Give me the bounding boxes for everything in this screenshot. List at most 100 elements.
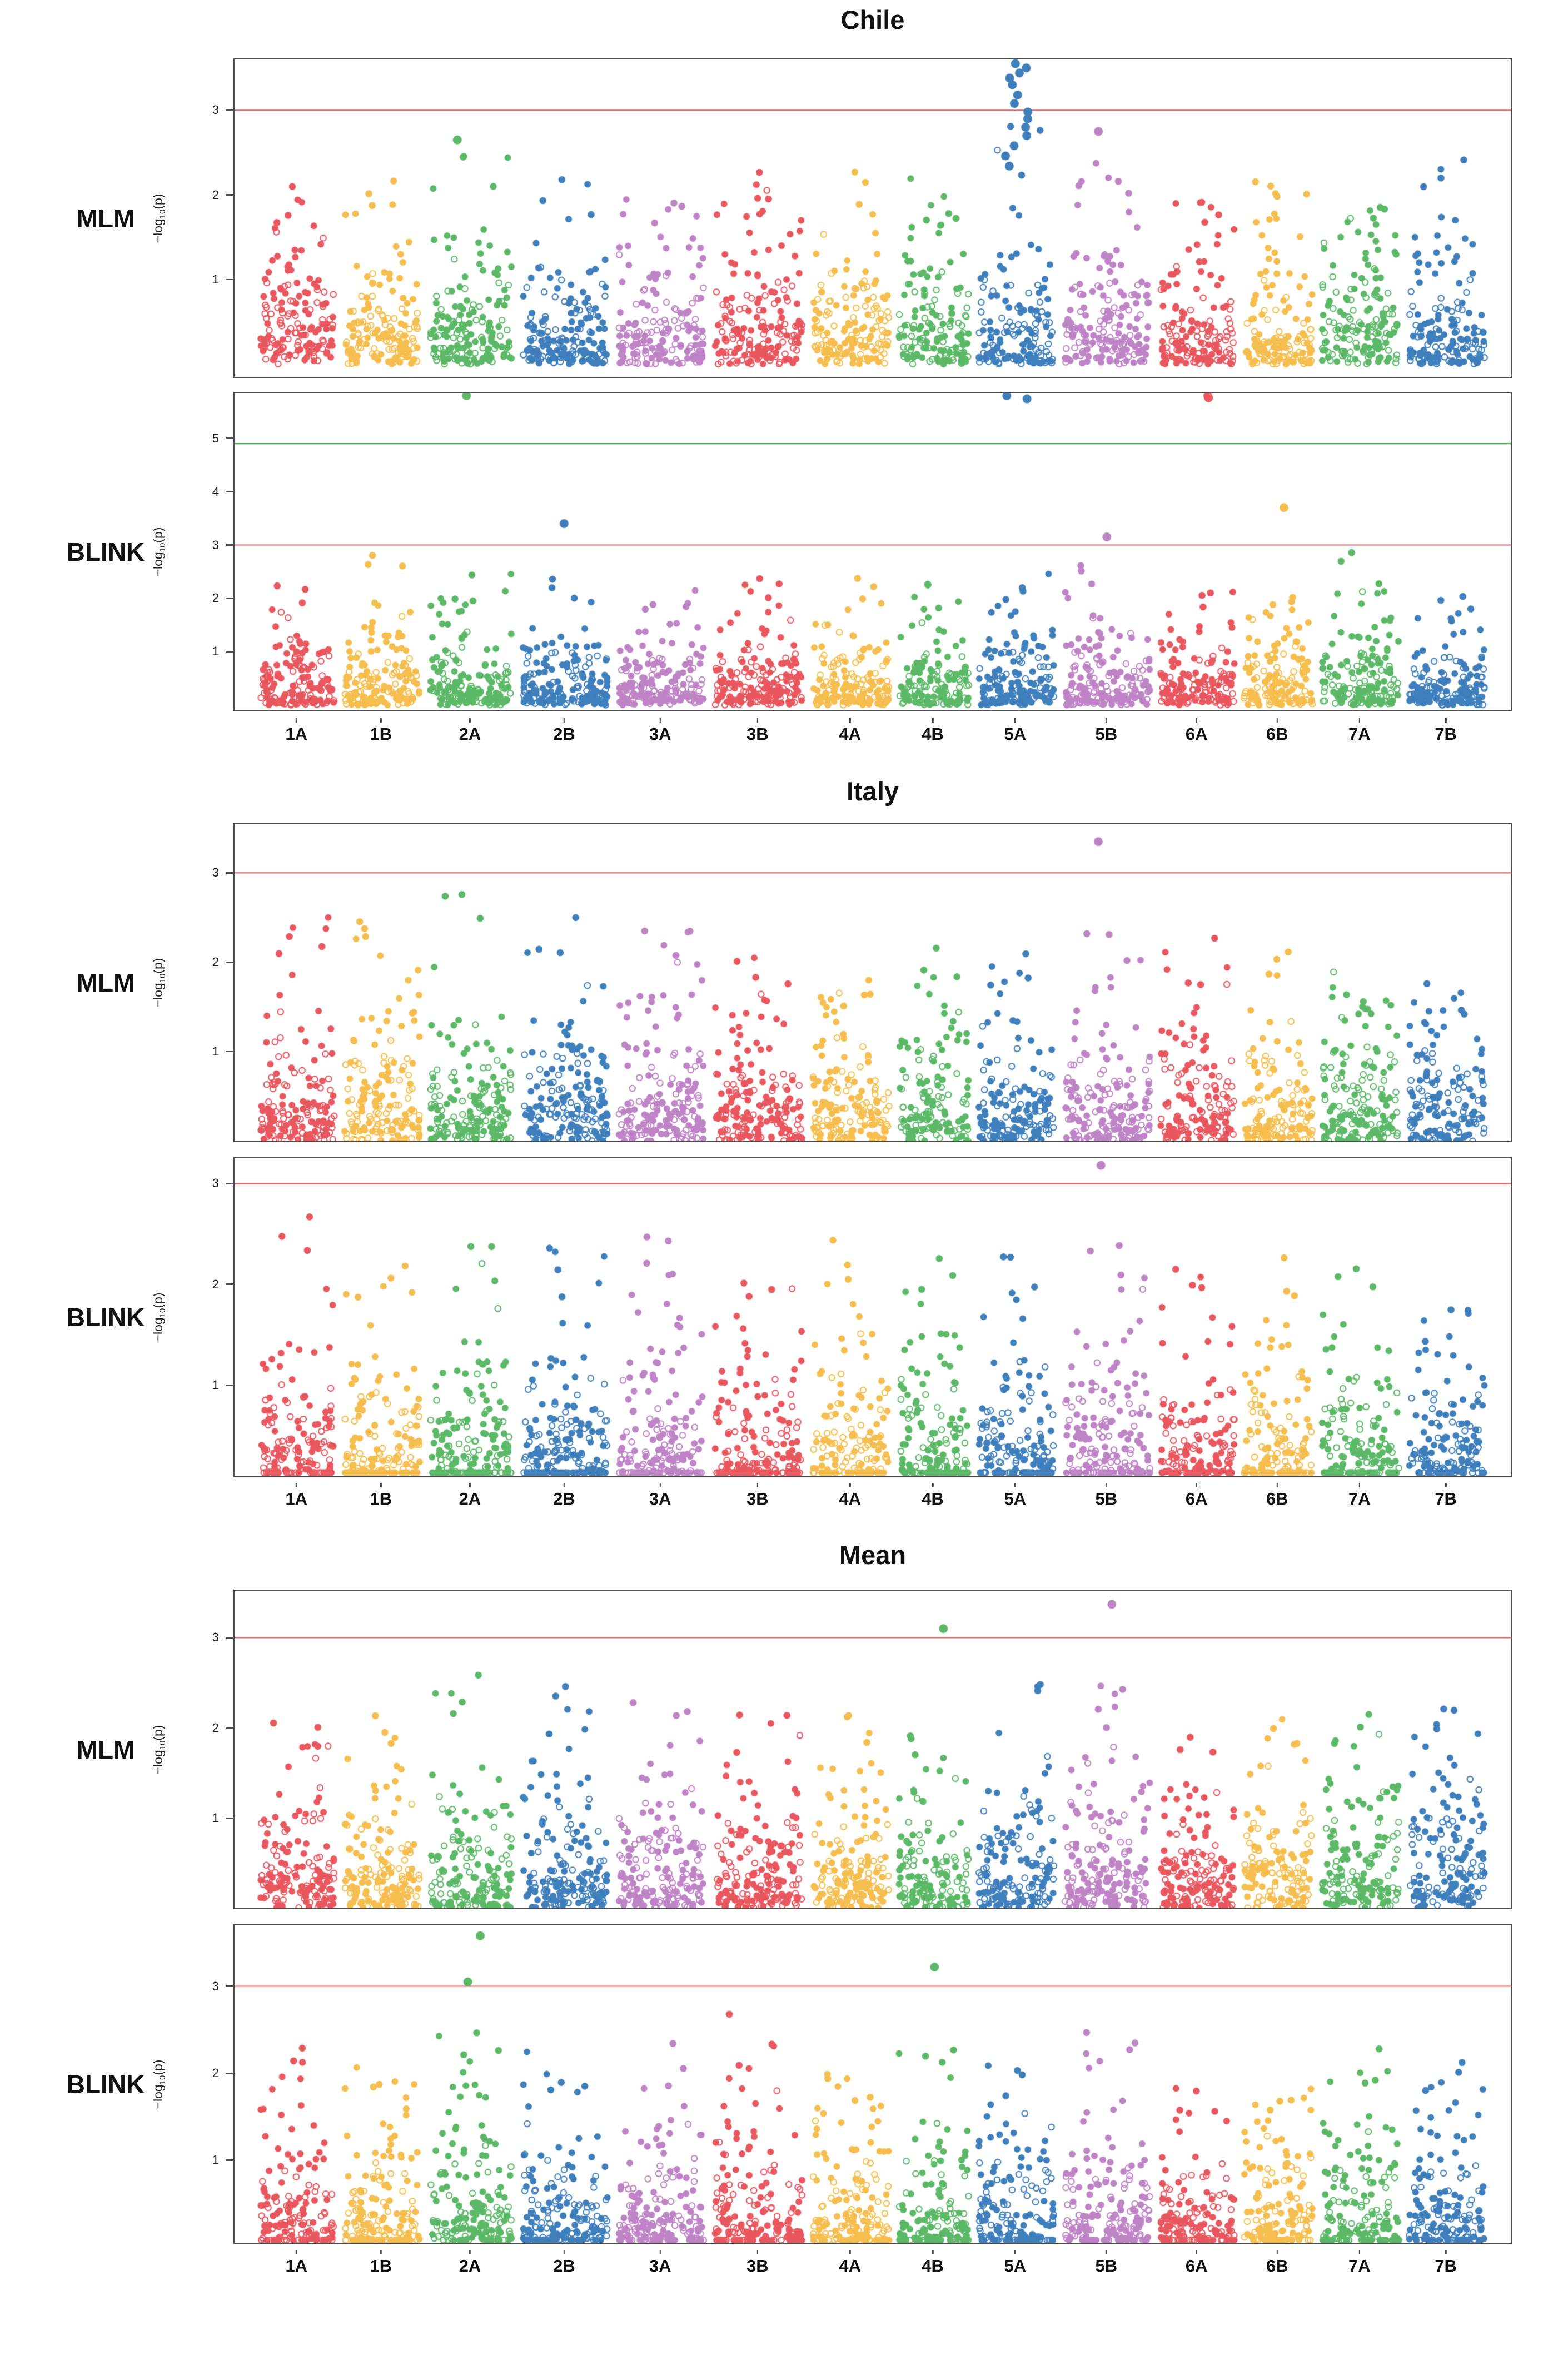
method-label-blink: BLINK	[66, 2069, 145, 2099]
y-tick-label: 2	[212, 2065, 219, 2080]
x-tick-mark	[469, 2250, 471, 2254]
x-tick-mark	[1014, 2250, 1016, 2254]
y-tick-label: 5	[212, 431, 219, 445]
y-axis-title-text: −log	[151, 218, 166, 243]
x-tick-mark	[1014, 1483, 1016, 1487]
plot-area	[233, 1157, 1512, 1477]
x-axis-label: 3A	[649, 2256, 671, 2276]
x-axis-label: 6B	[1266, 1489, 1288, 1508]
x-axis-label: 3B	[746, 2256, 769, 2276]
x-axis-label: 1A	[285, 724, 308, 744]
x-axis-label: 1B	[370, 2256, 392, 2276]
y-tick-label: 1	[212, 644, 219, 659]
y-tick-mark	[226, 437, 233, 439]
x-tick-mark	[849, 2250, 851, 2254]
y-tick-mark	[226, 1637, 233, 1639]
y-tick-label: 3	[212, 1979, 219, 1993]
y-axis-tick-labels: 1 2 3	[180, 58, 233, 378]
y-axis-title-text: −log	[151, 2084, 166, 2109]
y-tick-mark	[226, 872, 233, 874]
y-tick-mark	[226, 194, 233, 196]
x-tick-mark	[1358, 1483, 1361, 1487]
x-axis-label: 4A	[839, 2256, 861, 2276]
y-tick-mark	[226, 962, 233, 963]
panel-italy-mlm: MLM −log10(p) 1 2 3	[0, 823, 1568, 1142]
x-axis-label: 5B	[1095, 1489, 1118, 1508]
x-tick-mark	[1276, 718, 1278, 723]
y-axis-title-suffix: (p)	[151, 958, 166, 974]
y-axis-title-sub: 10	[157, 1308, 167, 1317]
y-tick-mark	[226, 544, 233, 546]
y-tick-mark	[226, 651, 233, 653]
y-tick-label: 1	[212, 1044, 219, 1059]
x-tick-mark	[1106, 718, 1107, 723]
section-title-italy: Italy	[846, 776, 899, 806]
x-tick-mark	[296, 1483, 297, 1487]
y-tick-label: 2	[212, 591, 219, 605]
x-tick-mark	[1106, 1483, 1107, 1487]
plot-area	[233, 392, 1512, 711]
x-axis-label: 6A	[1185, 2256, 1208, 2276]
x-tick-mark	[1358, 2250, 1361, 2254]
x-tick-mark	[1445, 718, 1447, 723]
x-axis-label: 7A	[1348, 724, 1371, 744]
x-axis-label: 2B	[553, 1489, 575, 1508]
x-axis-label: 3A	[649, 724, 671, 744]
x-tick-mark	[932, 2250, 934, 2254]
y-tick-mark	[226, 2072, 233, 2074]
x-axis-label: 3A	[649, 1489, 671, 1508]
y-tick-label: 2	[212, 1720, 219, 1735]
y-axis-tick-labels: 1 2 3	[180, 1590, 233, 1909]
x-axis-label: 1B	[370, 724, 392, 744]
manhattan-plot-canvas	[235, 824, 1511, 1141]
x-axis-label: 3B	[746, 1489, 769, 1508]
y-axis-title: −log10(p)	[151, 958, 167, 1007]
x-tick-mark	[1106, 2250, 1107, 2254]
y-axis-title-sub: 10	[157, 542, 167, 552]
method-label-mlm: MLM	[76, 968, 135, 997]
x-tick-mark	[1196, 718, 1197, 723]
panel-italy-blink: BLINK −log10(p) 1 2 3	[0, 1157, 1568, 1477]
section-title-mean: Mean	[839, 1540, 907, 1570]
y-tick-mark	[226, 598, 233, 599]
x-tick-mark	[380, 1483, 382, 1487]
x-axis-label: 6B	[1266, 2256, 1288, 2276]
x-axis-label: 7A	[1348, 1489, 1371, 1508]
y-tick-label: 1	[212, 1810, 219, 1825]
x-tick-mark	[1196, 2250, 1197, 2254]
x-axis-label: 5B	[1095, 724, 1118, 744]
x-tick-mark	[563, 718, 565, 723]
x-tick-mark	[932, 718, 934, 723]
y-tick-mark	[226, 1183, 233, 1184]
y-axis-title-sub: 10	[157, 2075, 167, 2084]
x-axis-label: 1B	[370, 1489, 392, 1508]
x-tick-mark	[849, 1483, 851, 1487]
x-tick-mark	[756, 718, 758, 723]
y-tick-label: 1	[212, 272, 219, 286]
manhattan-plot-canvas	[235, 1591, 1511, 1908]
x-axis-label: 7B	[1435, 1489, 1457, 1508]
x-axis-label: 6A	[1185, 1489, 1208, 1508]
y-tick-label: 3	[212, 1630, 219, 1645]
y-axis-title: −log10(p)	[151, 193, 167, 243]
x-tick-mark	[380, 2250, 382, 2254]
x-tick-mark	[563, 1483, 565, 1487]
y-axis-title-text: −log	[151, 1317, 166, 1342]
y-tick-mark	[226, 491, 233, 492]
x-axis-label: 5A	[1004, 724, 1027, 744]
panel-mean-mlm: MLM −log10(p) 1 2 3	[0, 1590, 1568, 1909]
x-tick-mark	[1358, 718, 1361, 723]
y-tick-mark	[226, 2159, 233, 2161]
x-tick-mark	[756, 2250, 758, 2254]
x-axis-label: 4B	[922, 1489, 944, 1508]
x-tick-mark	[1445, 2250, 1447, 2254]
x-axis-label: 5A	[1004, 1489, 1027, 1508]
method-label-mlm: MLM	[76, 203, 135, 233]
y-axis-title-sub: 10	[157, 973, 167, 983]
y-axis-title: −log10(p)	[151, 1292, 167, 1342]
panel-chile-mlm: MLM −log10(p) 1 2 3	[0, 58, 1568, 378]
x-axis-label: 7A	[1348, 2256, 1371, 2276]
y-tick-label: 3	[212, 537, 219, 552]
x-axis-label: 7B	[1435, 724, 1457, 744]
section-title-chile: Chile	[840, 5, 905, 34]
